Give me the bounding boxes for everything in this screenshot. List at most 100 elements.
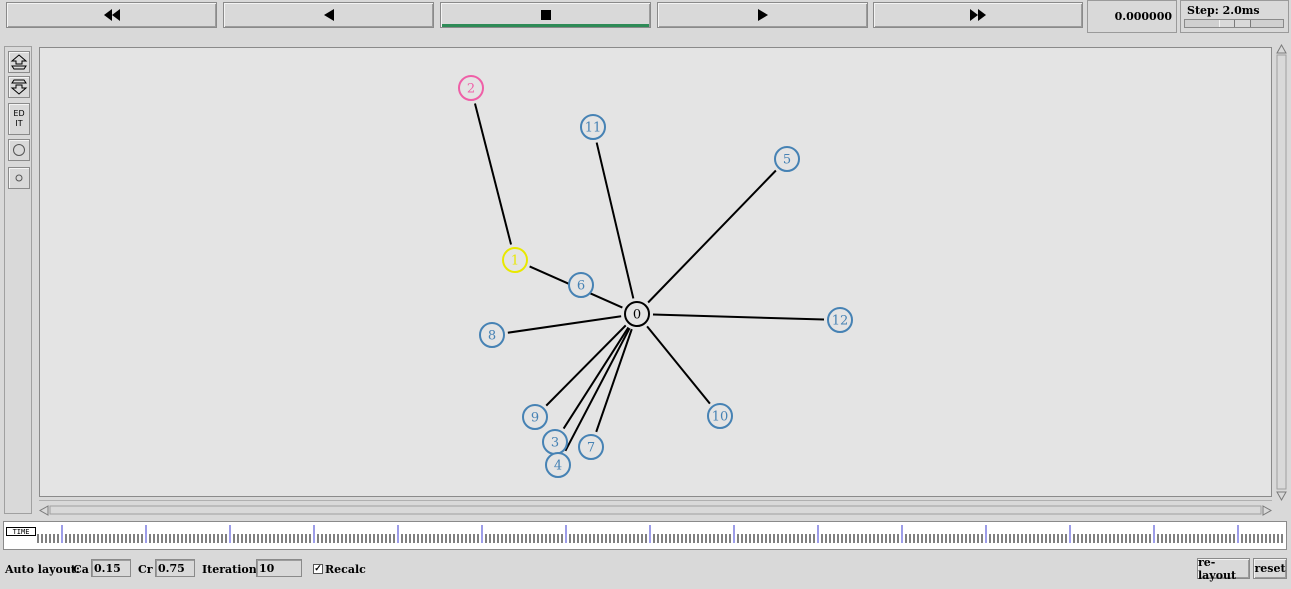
node-circle[interactable] — [827, 307, 853, 333]
step-back-icon — [323, 9, 334, 21]
node-0[interactable]: 0 — [624, 301, 650, 327]
node-label: 6 — [577, 279, 585, 294]
node-7[interactable]: 7 — [578, 434, 604, 460]
node-label: 12 — [832, 314, 849, 329]
stop-button[interactable] — [440, 2, 651, 28]
node-label: 8 — [488, 329, 496, 344]
node-circle[interactable] — [578, 434, 604, 460]
step-slider-thumb[interactable] — [1219, 20, 1251, 27]
link-0-5[interactable] — [647, 169, 777, 304]
fast-rewind-button[interactable] — [6, 2, 217, 28]
step-label: Step: 2.0ms — [1187, 4, 1260, 17]
network-canvas[interactable]: 0 1 2 3 4 5 6 7 8 9 10 11 12 — [39, 47, 1272, 497]
auto-layout-bar: Auto layout: Ca 0.15 Cr 0.75 Iterations … — [0, 556, 1291, 586]
fast-forward-icon — [970, 9, 986, 21]
link-0-3[interactable] — [562, 326, 630, 430]
horizontal-scrollbar[interactable] — [38, 500, 1273, 516]
node-label: 5 — [783, 153, 791, 168]
zoom-out-button[interactable] — [8, 76, 30, 98]
time-value: 0.000000 — [1114, 10, 1172, 23]
iterations-input[interactable]: 10 — [256, 559, 302, 577]
timeline-ticks — [37, 525, 1283, 543]
recalc-label: Recalc — [325, 563, 366, 576]
fast-rewind-icon — [103, 9, 120, 21]
node-1[interactable]: 1 — [502, 247, 528, 273]
node-2[interactable]: 2 — [458, 75, 484, 101]
circle-small-icon — [15, 174, 23, 182]
node-label: 3 — [551, 436, 559, 451]
node-circle[interactable] — [774, 146, 800, 172]
large-node-button[interactable] — [8, 139, 30, 161]
checkmark-icon: ✓ — [314, 564, 322, 574]
small-node-button[interactable] — [8, 167, 30, 189]
link-0-4[interactable] — [564, 327, 631, 452]
link-0-8[interactable] — [507, 315, 622, 334]
link-0-7[interactable] — [595, 328, 633, 433]
node-label: 7 — [587, 441, 595, 456]
link-0-9[interactable] — [545, 324, 627, 407]
stop-active-indicator — [442, 24, 649, 27]
edit-button[interactable]: ED IT — [8, 103, 30, 135]
node-circle[interactable] — [458, 75, 484, 101]
node-label: 11 — [585, 121, 602, 136]
cr-label: Cr — [138, 563, 153, 576]
vertical-scrollbar-track — [1276, 43, 1287, 502]
play-icon — [757, 9, 768, 21]
node-8[interactable]: 8 — [479, 322, 505, 348]
ca-input[interactable]: 0.15 — [91, 559, 131, 577]
recalc-checkbox[interactable]: ✓ — [313, 564, 323, 574]
circle-large-icon — [13, 144, 25, 156]
reset-button[interactable]: reset — [1253, 558, 1287, 579]
node-5[interactable]: 5 — [774, 146, 800, 172]
node-circle[interactable] — [707, 403, 733, 429]
timeline-tag: TIME — [6, 527, 36, 536]
horizontal-scrollbar-track — [38, 505, 1273, 516]
play-button[interactable] — [657, 2, 868, 28]
left-toolbar: ED IT — [4, 46, 32, 514]
link-1-2[interactable] — [473, 103, 513, 245]
auto-layout-label: Auto layout: — [5, 563, 80, 576]
node-circle[interactable] — [502, 247, 528, 273]
node-label: 1 — [511, 254, 519, 269]
node-label: 0 — [633, 308, 641, 323]
node-12[interactable]: 12 — [827, 307, 853, 333]
node-label: 4 — [554, 459, 562, 474]
node-circle[interactable] — [479, 322, 505, 348]
vertical-scrollbar[interactable] — [1276, 43, 1287, 502]
ca-label: Ca — [73, 563, 89, 576]
node-10[interactable]: 10 — [707, 403, 733, 429]
node-circle[interactable] — [522, 404, 548, 430]
node-4[interactable]: 4 — [545, 452, 571, 478]
edit-label: ED IT — [13, 109, 25, 128]
step-slider[interactable] — [1184, 19, 1284, 28]
link-0-12[interactable] — [652, 313, 825, 321]
node-11[interactable]: 11 — [580, 114, 606, 140]
node-9[interactable]: 9 — [522, 404, 548, 430]
zoom-out-icon — [10, 79, 28, 95]
step-control: Step: 2.0ms — [1180, 0, 1289, 33]
network-view: 0 1 2 3 4 5 6 7 8 9 10 11 12 — [36, 43, 1289, 516]
node-label: 2 — [467, 82, 475, 97]
time-display: 0.000000 — [1087, 0, 1177, 33]
node-label: 9 — [531, 411, 539, 426]
node-circle[interactable] — [545, 452, 571, 478]
relayout-button[interactable]: re-layout — [1197, 556, 1250, 582]
cr-input[interactable]: 0.75 — [155, 559, 195, 577]
link-0-10[interactable] — [646, 325, 711, 405]
node-circle[interactable] — [568, 272, 594, 298]
link-0-11[interactable] — [595, 142, 635, 299]
zoom-in-icon — [10, 54, 28, 70]
zoom-in-button[interactable] — [8, 51, 30, 73]
timeline[interactable]: TIME — [3, 521, 1287, 550]
node-circle[interactable] — [580, 114, 606, 140]
node-label: 10 — [712, 410, 729, 425]
links — [473, 103, 825, 452]
step-back-button[interactable] — [223, 2, 434, 28]
node-3[interactable]: 3 — [542, 429, 568, 455]
stop-icon — [540, 10, 551, 20]
node-circle[interactable] — [624, 301, 650, 327]
fast-forward-button[interactable] — [873, 2, 1083, 28]
node-6[interactable]: 6 — [568, 272, 594, 298]
iterations-label: Iterations — [202, 563, 263, 576]
